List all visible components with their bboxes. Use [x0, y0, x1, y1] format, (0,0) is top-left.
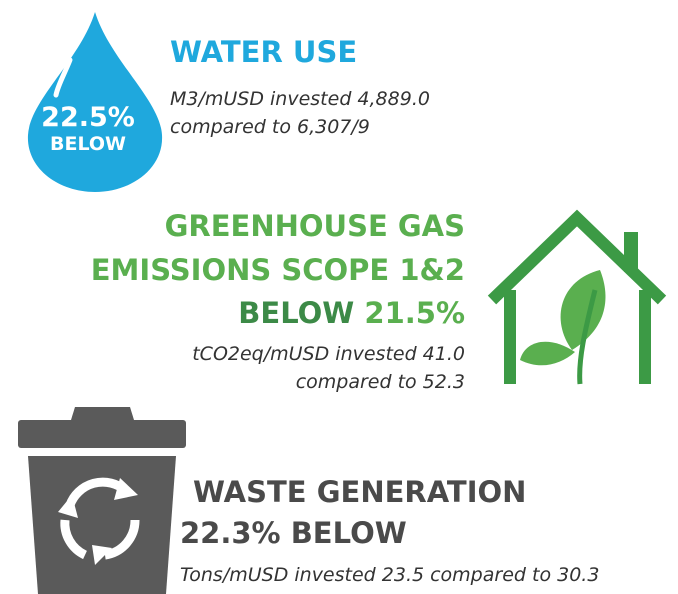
- water-title: WATER USE: [170, 35, 357, 69]
- waste-description: Tons/mUSD invested 23.5 compared to 30.3: [180, 564, 599, 586]
- house-icon: [487, 209, 667, 385]
- waste-title: WASTE GENERATION: [193, 475, 526, 509]
- waste-subtitle: 22.3% BELOW: [180, 516, 407, 550]
- below-word: BELOW: [238, 296, 354, 330]
- badge-value: 22.5%: [41, 102, 135, 133]
- water-description: M3/mUSD invested 4,889.0: [170, 88, 430, 110]
- ghg-description: compared to 52.3: [296, 371, 465, 393]
- drop-highlight: [53, 57, 73, 98]
- bin-icon: [18, 407, 186, 594]
- water-drop-icon: [27, 12, 163, 192]
- ghg-title: EMISSIONS SCOPE 1&2: [91, 253, 465, 287]
- badge-label: BELOW: [50, 133, 126, 155]
- ghg-title: GREENHOUSE GAS: [165, 209, 465, 243]
- ghg-below: BELOW 21.5%: [238, 296, 465, 330]
- water-description: compared to 6,307/9: [170, 116, 370, 138]
- below-value: 21.5%: [364, 296, 465, 330]
- ghg-description: tCO2eq/mUSD invested 41.0: [192, 343, 465, 365]
